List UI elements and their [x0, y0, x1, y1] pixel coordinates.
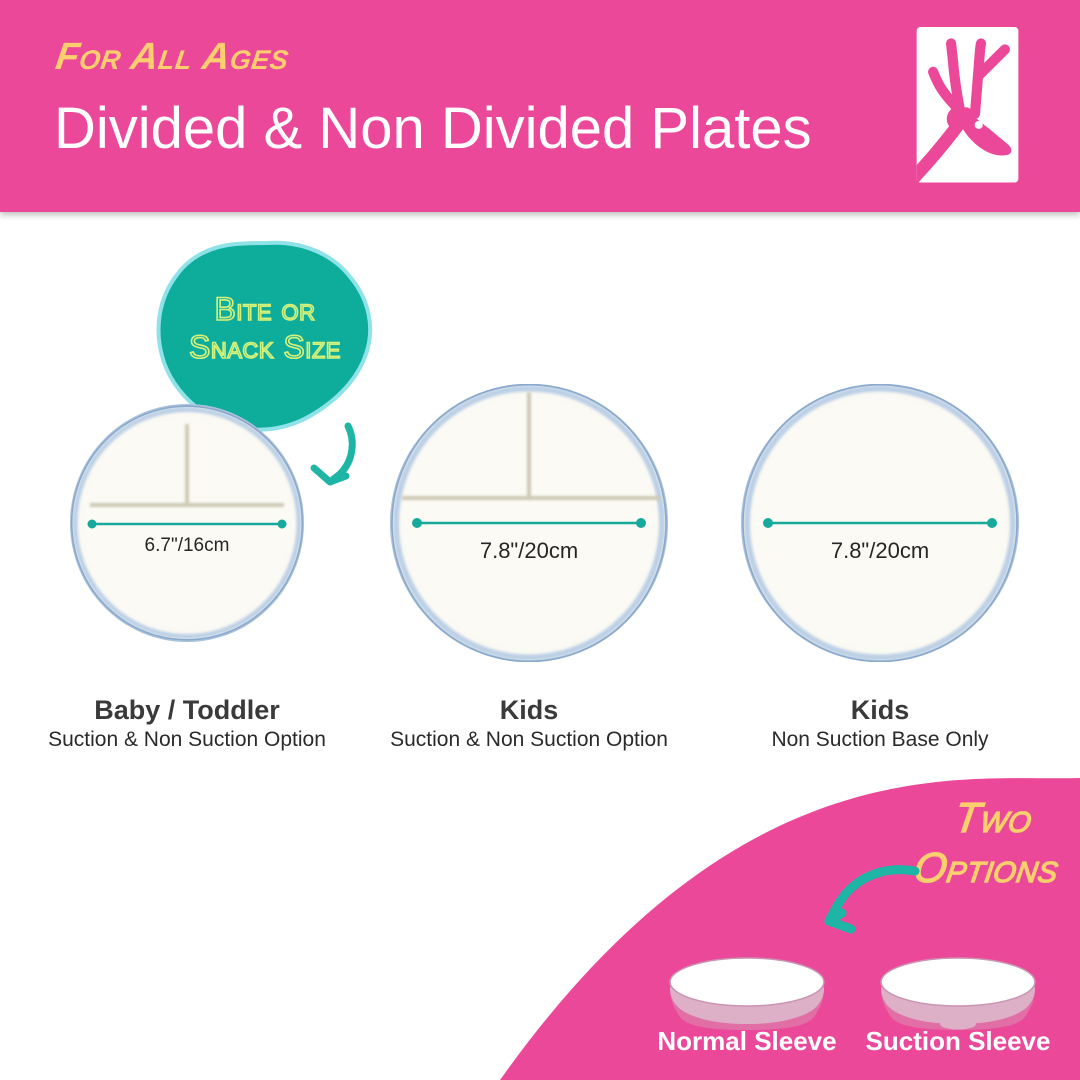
svg-text:R: R: [1023, 182, 1029, 191]
